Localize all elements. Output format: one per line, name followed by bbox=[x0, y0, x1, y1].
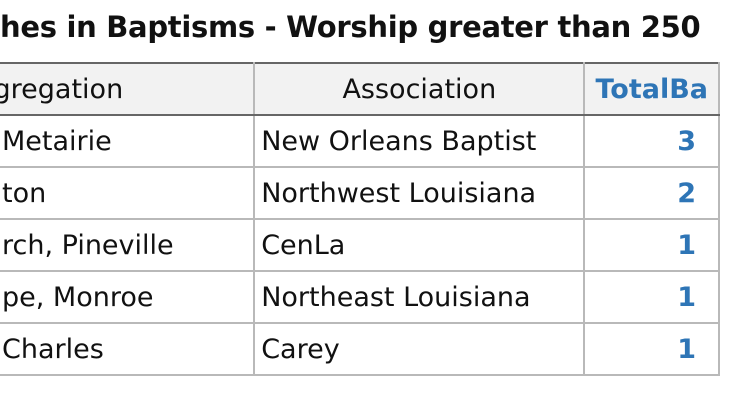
table-cell: Metairie bbox=[0, 114, 256, 168]
baptisms-table: gregation Association TotalBa Metairie New … bbox=[0, 62, 720, 376]
column-header: gregation bbox=[0, 62, 256, 116]
table-cell: New Orleans Baptist bbox=[253, 114, 586, 168]
table-cell: 1 bbox=[583, 218, 720, 272]
table-title: hes in Baptisms - Worship greater than 2… bbox=[0, 10, 701, 44]
table-cell: 2 bbox=[583, 166, 720, 220]
table-cell: Carey bbox=[253, 322, 586, 376]
table-cell: ton bbox=[0, 166, 256, 220]
table-row: Metairie New Orleans Baptist 3 bbox=[0, 114, 720, 168]
table-cell: Northeast Louisiana bbox=[253, 270, 586, 324]
table-cell: rch, Pineville bbox=[0, 218, 256, 272]
table-header: gregation Association TotalBa bbox=[0, 62, 720, 116]
table-cell: 1 bbox=[583, 270, 720, 324]
table-cell: CenLa bbox=[253, 218, 586, 272]
table-row: rch, Pineville CenLa 1 bbox=[0, 218, 720, 272]
table-row: pe, Monroe Northeast Louisiana 1 bbox=[0, 270, 720, 324]
header-row: gregation Association TotalBa bbox=[0, 62, 720, 116]
table-cell: Northwest Louisiana bbox=[253, 166, 586, 220]
table-cell: 3 bbox=[583, 114, 720, 168]
table-row: ton Northwest Louisiana 2 bbox=[0, 166, 720, 220]
table-cell: 1 bbox=[583, 322, 720, 376]
table-body: Metairie New Orleans Baptist 3 ton Northwest… bbox=[0, 114, 720, 376]
table-row: Charles Carey 1 bbox=[0, 322, 720, 376]
column-header: TotalBa bbox=[583, 62, 720, 116]
table-cell: Charles bbox=[0, 322, 256, 376]
table-cell: pe, Monroe bbox=[0, 270, 256, 324]
column-header: Association bbox=[253, 62, 586, 116]
